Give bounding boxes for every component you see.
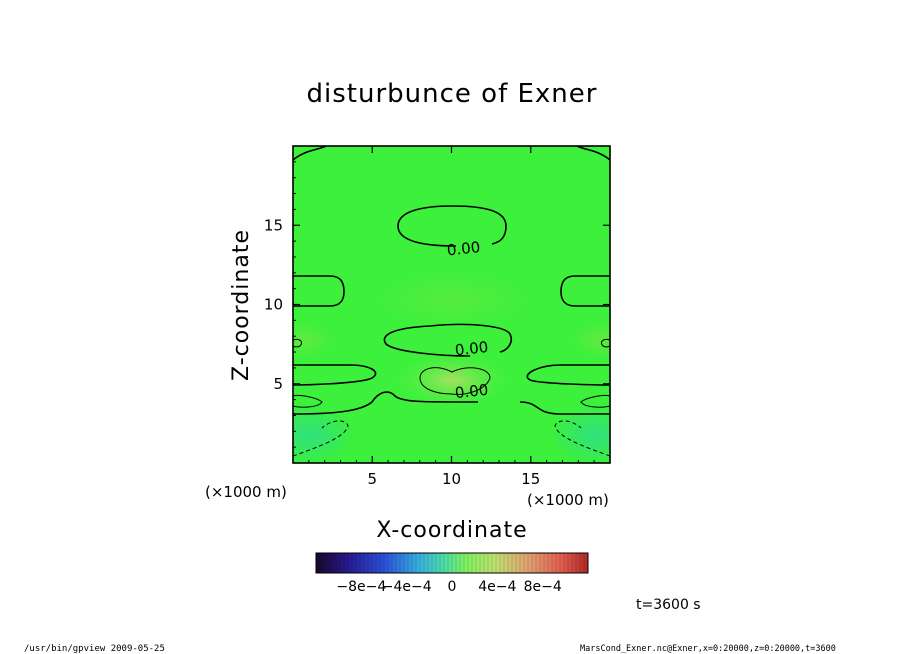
contour-base <box>293 391 610 415</box>
contour-top-left <box>293 146 327 161</box>
contour-label: 0.00 <box>446 238 481 259</box>
contour-lower <box>293 364 377 386</box>
contour-lower-right <box>526 364 610 386</box>
y-tick-label: 15 <box>264 216 283 234</box>
colorbar-tick-label: −8e−4 <box>336 579 386 595</box>
time-label: t=3600 s <box>636 597 701 613</box>
x-tick-label: 10 <box>442 470 461 488</box>
x-tick-label: 15 <box>521 470 540 488</box>
x-tick-label: 5 <box>367 470 377 488</box>
footer-right: MarsCond_Exner.nc@Exner,x=0:20000,z=0:20… <box>580 644 836 654</box>
x-unit-right: (×1000 m) <box>527 491 609 509</box>
colorbar-tick-label: 0 <box>448 579 457 595</box>
contour-right-upper <box>560 275 610 307</box>
contour-left-upper <box>293 275 345 307</box>
contour-label: 0.00 <box>454 381 489 402</box>
chart-title: disturbunce of Exner <box>307 79 598 109</box>
y-axis-label: Z-coordinate <box>229 229 254 381</box>
contour-top-right <box>576 146 610 161</box>
y-tick-label: 5 <box>273 375 283 393</box>
y-axis-ticks: 5 10 15 <box>264 161 610 448</box>
contour-lines <box>293 146 610 457</box>
colorbar-tick-label: 8e−4 <box>524 579 562 595</box>
footer-left: /usr/bin/gpview 2009-05-25 <box>24 644 165 654</box>
contour-labels: 0.00 0.00 0.00 <box>446 238 489 402</box>
colorbar: −8e−4−4e−4 0 4e−4 8e−4 <box>315 552 589 595</box>
x-axis-ticks: 5 10 15 <box>308 146 595 488</box>
colorbar-tick-label: 4e−4 <box>478 579 516 595</box>
heatmap-field <box>293 146 610 463</box>
contour-center-inner <box>419 367 491 395</box>
x-axis-label: X-coordinate <box>376 518 527 543</box>
contour-mid-center <box>383 323 513 357</box>
contour-upper-center <box>397 205 507 247</box>
contour-label: 0.00 <box>454 338 489 359</box>
contour-negative-right <box>554 420 610 457</box>
colorbar-tick-label: −4e−4 <box>382 579 432 595</box>
x-unit-left: (×1000 m) <box>205 483 287 501</box>
contour-negative-left <box>293 420 349 457</box>
y-tick-label: 10 <box>264 296 283 314</box>
